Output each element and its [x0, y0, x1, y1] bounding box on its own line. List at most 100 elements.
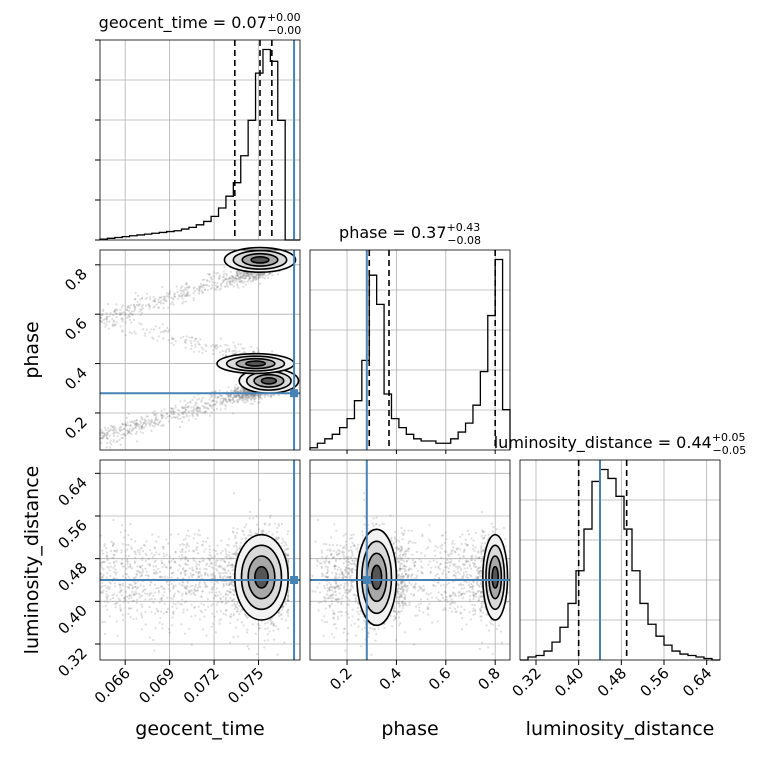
- sample-point: [172, 602, 175, 605]
- sample-point: [192, 406, 195, 409]
- sample-point: [210, 277, 213, 280]
- sample-point: [234, 626, 238, 629]
- sample-point: [100, 428, 103, 432]
- sample-point: [198, 618, 201, 621]
- sample-point: [105, 318, 108, 321]
- sample-point: [237, 277, 241, 280]
- sample-point: [176, 601, 180, 604]
- sample-point: [192, 557, 195, 560]
- sample-point: [111, 544, 115, 548]
- sample-point: [241, 395, 244, 398]
- sample-point: [133, 298, 137, 301]
- sample-point: [136, 422, 139, 425]
- sample-point: [234, 275, 237, 278]
- sample-point: [193, 396, 196, 399]
- sample-point: [109, 439, 112, 442]
- sample-point: [144, 422, 147, 425]
- sample-point: [236, 394, 239, 397]
- sample-point: [101, 313, 104, 316]
- sample-point: [128, 427, 131, 430]
- sample-point: [116, 435, 119, 438]
- sample-point: [159, 616, 162, 620]
- sample-point: [186, 294, 189, 297]
- sample-point: [264, 394, 267, 397]
- sample-point: [160, 295, 163, 299]
- sample-point: [114, 568, 117, 571]
- sample-point: [234, 603, 237, 607]
- sample-point: [259, 272, 263, 276]
- sample-point: [233, 281, 236, 284]
- sample-point: [268, 524, 271, 527]
- sample-point: [177, 297, 180, 300]
- sample-point: [251, 279, 254, 283]
- sample-point: [145, 570, 148, 573]
- sample-point: [114, 324, 117, 327]
- sample-point: [132, 576, 135, 579]
- sample-point: [232, 635, 235, 639]
- sample-point: [223, 567, 226, 570]
- sample-point: [266, 276, 270, 279]
- sample-point: [239, 275, 242, 279]
- sample-point: [166, 326, 169, 330]
- sample-point: [231, 604, 234, 607]
- sample-point: [174, 406, 177, 409]
- sample-point: [227, 600, 230, 603]
- sample-point: [276, 526, 279, 530]
- sample-point: [120, 306, 123, 309]
- sample-point: [147, 418, 150, 422]
- sample-point: [216, 285, 220, 288]
- sample-point: [155, 551, 158, 554]
- sample-point: [114, 323, 117, 326]
- sample-point: [105, 434, 108, 437]
- sample-point: [195, 402, 198, 405]
- sample-point: [235, 395, 238, 398]
- sample-point: [109, 446, 112, 449]
- sample-point: [213, 555, 217, 558]
- sample-point: [148, 636, 152, 639]
- sample-point: [246, 393, 249, 396]
- sample-point: [162, 295, 166, 298]
- sample-point: [254, 275, 257, 278]
- sample-point: [182, 581, 185, 584]
- sample-point: [101, 581, 104, 584]
- sample-point: [190, 406, 193, 409]
- sample-point: [249, 280, 252, 283]
- sample-point: [186, 402, 189, 405]
- sample-point: [229, 572, 232, 575]
- sample-point: [222, 278, 225, 282]
- sample-point: [138, 596, 141, 599]
- sample-point: [224, 397, 227, 400]
- sample-point: [170, 302, 173, 305]
- sample-point: [127, 612, 130, 615]
- sample-point: [237, 399, 240, 402]
- sample-point: [234, 395, 237, 399]
- sample-point: [144, 623, 147, 626]
- sample-point: [208, 565, 211, 568]
- sample-point: [233, 394, 236, 397]
- sample-point: [242, 533, 246, 536]
- sample-point: [103, 322, 106, 325]
- sample-point: [219, 344, 222, 348]
- sample-point: [179, 336, 183, 339]
- sample-point: [244, 614, 247, 617]
- sample-point: [216, 281, 219, 285]
- sample-point: [150, 418, 153, 421]
- sample-point: [245, 523, 248, 526]
- sample-point: [129, 615, 132, 618]
- sample-point: [260, 397, 263, 400]
- sample-point: [245, 274, 248, 277]
- sample-point: [165, 294, 168, 298]
- sample-point: [184, 403, 187, 407]
- sample-point: [235, 531, 239, 535]
- sample-point: [244, 401, 247, 404]
- sample-point: [153, 409, 156, 413]
- sample-point: [267, 530, 271, 534]
- sample-point: [129, 523, 132, 526]
- sample-point: [234, 536, 237, 540]
- sample-point: [235, 283, 239, 286]
- sample-point: [171, 297, 175, 300]
- sample-point: [227, 569, 230, 572]
- sample-point: [180, 553, 183, 557]
- sample-point: [144, 592, 147, 595]
- sample-point: [187, 544, 190, 547]
